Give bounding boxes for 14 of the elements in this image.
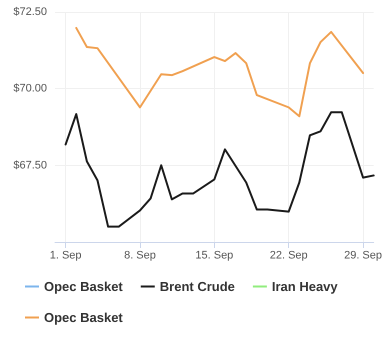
legend-label: Opec Basket xyxy=(44,310,124,325)
y-tick-label: $67.50 xyxy=(13,159,47,172)
y-tick-label: $72.50 xyxy=(13,6,47,18)
x-tick-label: 1. Sep xyxy=(50,250,82,262)
x-tick-label: 8. Sep xyxy=(124,250,156,262)
legend-label: Brent Crude xyxy=(160,279,235,294)
legend-label: Opec Basket xyxy=(44,279,124,294)
line-series xyxy=(64,111,375,228)
x-tick-label: 29. Sep xyxy=(344,250,382,262)
y-tick-label: $70.00 xyxy=(13,82,47,95)
legend-label: Iran Heavy xyxy=(272,279,338,294)
x-tick-label: 22. Sep xyxy=(270,250,308,262)
x-tick-label: 15. Sep xyxy=(195,250,234,262)
line-series xyxy=(75,26,364,118)
